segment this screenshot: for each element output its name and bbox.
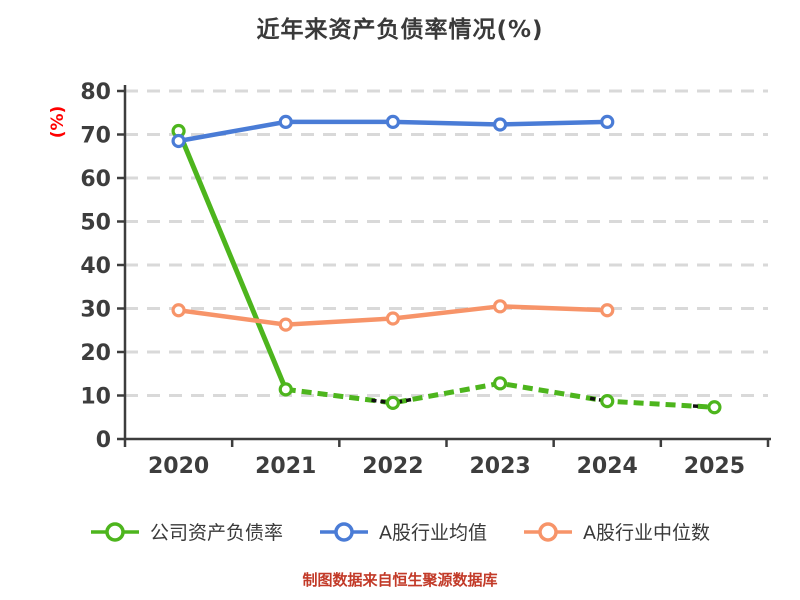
company-marker-2025 xyxy=(707,400,722,415)
industry-mean-marker-2024 xyxy=(600,114,615,129)
y-tick-label-10: 10 xyxy=(80,385,111,410)
company-series-legend-icon xyxy=(90,521,139,542)
axes-lines xyxy=(123,85,771,441)
y-tick-label-0: 0 xyxy=(96,428,111,453)
x-tick-label-2022: 2022 xyxy=(362,454,423,479)
x-tick-label-2020: 2020 xyxy=(148,454,209,479)
y-tick-label-80: 80 xyxy=(80,80,111,105)
company-marker-2022 xyxy=(385,395,401,410)
legend-item-company: 公司资产负债率 xyxy=(90,518,283,545)
y-tick-label-50: 50 xyxy=(80,211,111,236)
chart-legend: 公司资产负债率 A股行业均值 A股行业中位数 xyxy=(0,518,800,545)
legend-item-industry-median: A股行业中位数 xyxy=(523,518,710,545)
industry-median-marker-2022 xyxy=(385,311,401,326)
y-tick-label-40: 40 xyxy=(80,254,111,279)
industry-mean-series-legend-icon xyxy=(320,521,368,542)
dark-dash-artifact-1 xyxy=(396,397,415,404)
legend-label-company: 公司资产负债率 xyxy=(149,522,283,544)
company-marker-2024 xyxy=(600,394,615,409)
company-line-solid-segment xyxy=(176,130,289,391)
chart-title: 近年来资产负债率情况(%) xyxy=(256,17,544,43)
x-tick-label-2024: 2024 xyxy=(577,454,638,479)
legend-label-industry-median: A股行业中位数 xyxy=(583,522,710,544)
industry-mean-marker-2023 xyxy=(492,117,508,132)
industry-mean-marker-2020 xyxy=(171,133,186,149)
company-marker-2023 xyxy=(492,376,508,391)
y-tick-label-30: 30 xyxy=(80,298,111,323)
x-tick-label-2023: 2023 xyxy=(469,454,530,479)
legend-item-industry-mean: A股行业均值 xyxy=(319,518,487,545)
industry-median-marker-2020 xyxy=(171,303,186,318)
y-tick-label-20: 20 xyxy=(80,341,111,366)
industry-median-marker-2021 xyxy=(278,317,293,332)
dark-dash-artifact-0 xyxy=(371,398,389,405)
data-source-note: 制图数据来自恒生聚源数据库 xyxy=(302,571,498,589)
legend-label-industry-mean: A股行业均值 xyxy=(379,522,487,544)
x-tick-label-2025: 2025 xyxy=(684,454,745,479)
company-marker-2021 xyxy=(278,382,293,397)
industry-mean-marker-2021 xyxy=(278,114,293,129)
y-tick-label-70: 70 xyxy=(80,124,111,149)
x-tick-label-2021: 2021 xyxy=(255,454,316,479)
industry-median-series-legend-icon xyxy=(524,521,572,542)
industry-median-marker-2024 xyxy=(600,303,615,318)
y-tick-label-60: 60 xyxy=(80,167,111,192)
industry-mean-marker-2022 xyxy=(385,114,401,129)
industry-median-marker-2023 xyxy=(492,299,508,314)
